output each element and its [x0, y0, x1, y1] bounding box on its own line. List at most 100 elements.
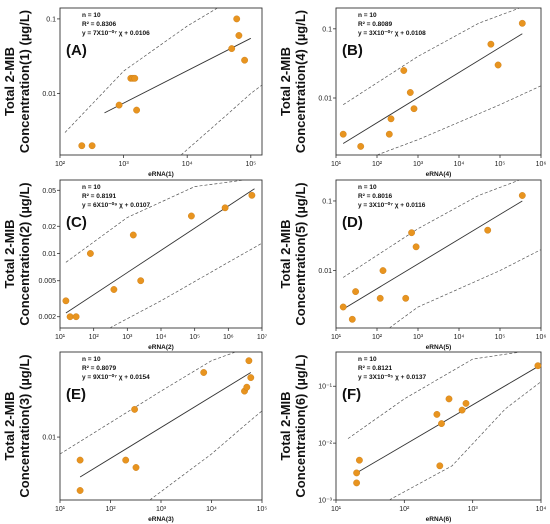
panel-label: (F)	[342, 386, 361, 403]
data-point	[400, 67, 408, 74]
x-tick-label: 10²	[55, 161, 66, 168]
data-point	[518, 19, 526, 27]
panel-f: 10¹ 10² 10³ 10⁴ 10⁻³ 10⁻² 10⁻¹ n = 10 R² = 0.812…	[278, 351, 546, 523]
y-tick-label: 0.005	[38, 278, 56, 285]
data-point	[353, 469, 360, 477]
data-point	[458, 406, 466, 414]
y-axis-title-line2: Concentration(6) (µg/L)	[293, 354, 308, 497]
data-point	[462, 399, 470, 407]
data-point	[247, 374, 255, 381]
upper-confidence-line	[64, 8, 218, 133]
r2-text: R² = 0.8079	[82, 365, 117, 372]
x-tick-label: 10¹	[55, 506, 66, 513]
data-point	[353, 479, 360, 487]
data-point	[133, 106, 141, 114]
data-point	[408, 229, 415, 237]
regression-line	[342, 33, 523, 144]
r2-text: R² = 0.8121	[358, 365, 393, 372]
data-point	[76, 487, 84, 494]
equation-text: y = 9X10⁻⁰⁷ χ + 0.0154	[82, 373, 150, 381]
x-tick-label: 10⁴	[156, 334, 167, 341]
data-point	[115, 101, 123, 109]
y-axis-title-line1: Total 2-MIB	[2, 219, 17, 288]
x-tick-label: 10⁵	[495, 334, 506, 341]
data-point	[355, 456, 363, 464]
data-point	[412, 243, 420, 251]
data-point	[376, 294, 384, 302]
data-point	[76, 456, 84, 464]
data-point	[518, 192, 526, 199]
x-tick-label: 10⁶	[223, 334, 234, 341]
y-tick-label: 0.05	[42, 188, 56, 195]
data-point	[241, 56, 249, 64]
data-point	[243, 383, 251, 391]
data-point	[436, 462, 444, 470]
data-point	[235, 32, 243, 39]
data-point	[385, 130, 393, 138]
x-tick-label: 10²	[399, 506, 410, 513]
x-tick-label: 10⁵	[257, 506, 268, 513]
data-point	[200, 369, 208, 376]
y-tick-label: 0.002	[38, 314, 56, 321]
plot-lines	[342, 180, 541, 328]
plot-frame	[59, 7, 263, 156]
panel-d: 10¹ 10² 10³ 10⁴ 10⁵ 10⁶ 0.01 0.1 n = 10 R² = 0.80…	[278, 179, 547, 351]
data-point	[87, 250, 94, 257]
x-tick-label: 10²	[89, 334, 100, 341]
panel-b: 10¹ 10² 10³ 10⁴ 10⁵ 10⁶ 0.01 0.1 n = 10 R² = 0.80…	[278, 7, 546, 178]
data-point	[78, 142, 86, 150]
y-tick-label: 0.01	[42, 91, 56, 98]
plot-lines	[347, 352, 541, 500]
x-tick-label: 10¹	[331, 506, 342, 513]
y-tick-label: 0.1	[322, 198, 332, 205]
data-point	[245, 357, 253, 365]
data-point	[187, 212, 195, 220]
y-tick-label: 0.01	[42, 435, 56, 442]
regression-line	[342, 200, 523, 310]
data-point	[137, 277, 145, 285]
panel-label: (C)	[66, 214, 87, 231]
data-point	[387, 115, 395, 123]
data-point	[66, 313, 74, 321]
plot-frame	[335, 7, 542, 156]
r2-text: R² = 0.8089	[358, 21, 393, 28]
plot-lines	[64, 8, 262, 155]
n-text: n = 10	[358, 184, 377, 191]
upper-confidence-line	[347, 352, 521, 439]
data-point	[410, 105, 418, 113]
n-text: n = 10	[358, 12, 377, 19]
data-point	[132, 464, 140, 471]
x-axis-title: eRNA(6)	[426, 516, 452, 523]
panel-label: (D)	[342, 214, 363, 231]
data-point	[352, 288, 359, 295]
equation-text: y = 3X10⁻⁰⁷ χ + 0.0108	[358, 29, 426, 37]
y-tick-label: 10⁻²	[318, 441, 332, 448]
y-axis-title-line2: Concentration(4) (µg/L)	[293, 10, 308, 153]
n-text: n = 10	[358, 356, 377, 363]
x-tick-label: 10³	[468, 506, 479, 513]
x-tick-label: 10¹	[331, 334, 342, 341]
y-tick-label: 0.02	[42, 224, 56, 231]
y-tick-label: 0.01	[42, 251, 56, 258]
data-point	[379, 267, 387, 274]
data-point	[62, 297, 70, 305]
x-tick-label: 10²	[372, 161, 383, 168]
plot-frame	[335, 351, 542, 501]
data-point	[72, 313, 80, 321]
y-tick-label: 0.1	[46, 16, 56, 23]
data-point	[131, 74, 139, 82]
data-point	[228, 45, 236, 52]
y-tick-label: 10⁻³	[318, 498, 332, 505]
x-tick-label: 10¹	[331, 161, 342, 168]
n-text: n = 10	[82, 12, 101, 19]
x-tick-label: 10³	[156, 506, 167, 513]
panel-label: (A)	[66, 42, 87, 59]
x-axis-title: eRNA(5)	[426, 344, 452, 351]
x-tick-label: 10⁷	[257, 334, 268, 341]
data-point	[484, 226, 492, 234]
x-tick-label: 10⁶	[536, 334, 547, 341]
y-tick-label: 0.01	[318, 96, 332, 103]
lower-confidence-line	[376, 85, 541, 155]
